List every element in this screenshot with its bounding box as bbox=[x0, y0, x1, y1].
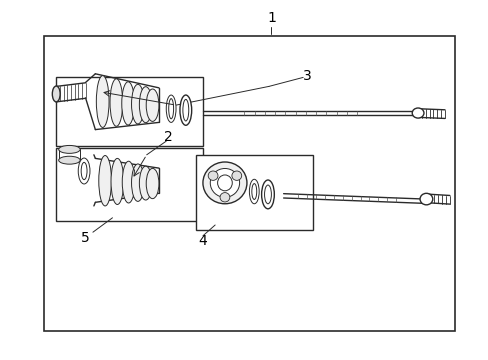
Ellipse shape bbox=[146, 168, 159, 199]
Ellipse shape bbox=[59, 156, 80, 164]
Text: 5: 5 bbox=[81, 231, 90, 244]
Text: 3: 3 bbox=[303, 69, 311, 82]
Ellipse shape bbox=[122, 161, 135, 203]
Ellipse shape bbox=[59, 145, 80, 153]
Polygon shape bbox=[195, 155, 312, 230]
Ellipse shape bbox=[217, 175, 232, 191]
Ellipse shape bbox=[139, 166, 152, 200]
Text: 4: 4 bbox=[198, 234, 207, 248]
Text: 2: 2 bbox=[164, 130, 173, 144]
Ellipse shape bbox=[52, 86, 60, 102]
Ellipse shape bbox=[166, 95, 176, 122]
Ellipse shape bbox=[146, 89, 159, 121]
Ellipse shape bbox=[110, 79, 122, 126]
Ellipse shape bbox=[264, 185, 271, 204]
Ellipse shape bbox=[131, 164, 144, 201]
Ellipse shape bbox=[249, 179, 259, 204]
Ellipse shape bbox=[183, 99, 188, 121]
Ellipse shape bbox=[208, 171, 218, 180]
Ellipse shape bbox=[139, 87, 152, 123]
Ellipse shape bbox=[411, 108, 423, 118]
Ellipse shape bbox=[210, 168, 239, 197]
Ellipse shape bbox=[220, 193, 229, 202]
Ellipse shape bbox=[99, 156, 111, 206]
Ellipse shape bbox=[231, 171, 241, 180]
Ellipse shape bbox=[111, 158, 123, 204]
Ellipse shape bbox=[261, 180, 274, 209]
Polygon shape bbox=[56, 77, 203, 146]
Ellipse shape bbox=[251, 184, 256, 199]
Ellipse shape bbox=[203, 162, 246, 204]
Polygon shape bbox=[56, 148, 203, 221]
Ellipse shape bbox=[81, 162, 87, 180]
Ellipse shape bbox=[122, 82, 134, 125]
Ellipse shape bbox=[419, 193, 432, 205]
Text: 1: 1 bbox=[266, 11, 275, 25]
Ellipse shape bbox=[168, 99, 173, 119]
Ellipse shape bbox=[131, 84, 144, 124]
Bar bbox=[44, 36, 454, 331]
Ellipse shape bbox=[96, 76, 109, 127]
Ellipse shape bbox=[180, 95, 191, 125]
Ellipse shape bbox=[78, 158, 90, 184]
